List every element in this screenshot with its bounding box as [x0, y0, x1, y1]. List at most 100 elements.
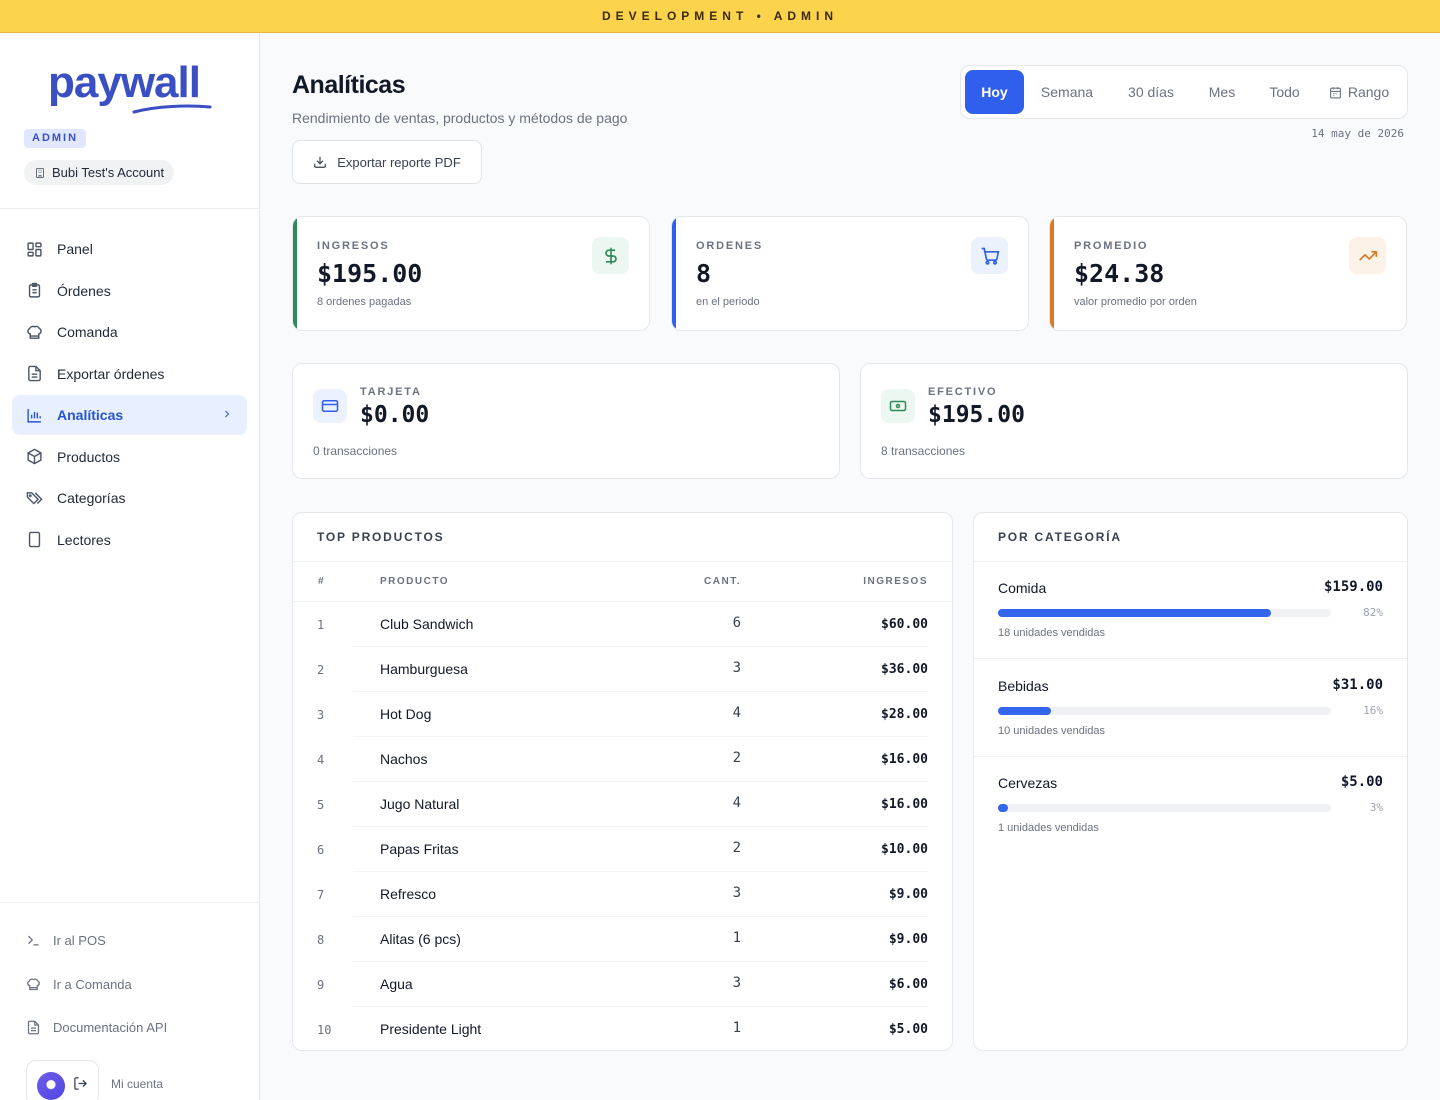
- tab-30-dias[interactable]: 30 días: [1110, 70, 1192, 114]
- product-name: Papas Fritas: [380, 841, 459, 857]
- category-item: Bebidas $31.00 16% 10 unidades vendidas: [974, 660, 1407, 757]
- tab-label: Mes: [1208, 84, 1236, 100]
- kpi-value: 8: [696, 259, 712, 288]
- product-revenue: $5.00: [888, 1022, 928, 1037]
- product-rank: 10: [317, 1023, 332, 1037]
- row-divider: [353, 871, 928, 872]
- sidebar-item-label: Lectores: [57, 531, 111, 548]
- table-row: 8 Alitas (6 pcs) 1 $9.00: [293, 917, 952, 962]
- sidebar-item-categorias[interactable]: Categorías: [12, 478, 247, 518]
- kpi-accent-stripe: [1050, 217, 1054, 330]
- product-rank: 4: [317, 753, 325, 767]
- download-icon: [314, 156, 327, 168]
- banknote-icon: [881, 389, 915, 423]
- page-subtitle: Rendimiento de ventas, productos y métod…: [292, 110, 628, 126]
- table-row: 7 Refresco 3 $9.00: [293, 872, 952, 917]
- product-qty: 1: [732, 930, 741, 946]
- panel-divider: [974, 561, 1407, 562]
- kpi-label: PROMEDIO: [1074, 240, 1149, 252]
- tab-label: Todo: [1269, 84, 1300, 100]
- sidebar-item-productos[interactable]: Productos: [12, 437, 247, 477]
- sidebar-divider: [0, 902, 259, 903]
- link-label: Documentación API: [53, 1020, 168, 1036]
- row-divider: [974, 755, 1407, 757]
- product-name: Alitas (6 pcs): [380, 931, 461, 947]
- category-item: Comida $159.00 82% 18 unidades vendidas: [974, 562, 1407, 659]
- sidebar-item-label: Panel: [57, 241, 93, 257]
- account-switcher[interactable]: Bubi Test's Account: [24, 160, 175, 185]
- account-label: Mi cuenta: [111, 1077, 164, 1091]
- table-row: 2 Hamburguesa 3 $36.00: [293, 647, 952, 692]
- product-rank: 9: [317, 978, 325, 992]
- panel-divider: [293, 561, 952, 562]
- tab-todo[interactable]: Todo: [1252, 70, 1317, 114]
- brand-logo[interactable]: paywall: [48, 58, 214, 114]
- sidebar-nav: Panel Órdenes Comanda Exportar órdenes A…: [12, 229, 247, 561]
- account-name: Bubi Test's Account: [52, 165, 165, 180]
- link-ir-a-comanda[interactable]: Ir a Comanda: [24, 963, 244, 1007]
- row-divider: [353, 961, 928, 962]
- product-name: Agua: [380, 976, 413, 992]
- product-name: Jugo Natural: [380, 796, 460, 812]
- product-revenue: $16.00: [881, 752, 928, 767]
- product-rank: 1: [317, 618, 325, 632]
- table-row: 6 Papas Fritas 2 $10.00: [293, 827, 952, 872]
- category-progress-bar: [998, 609, 1331, 617]
- tab-hoy[interactable]: Hoy: [965, 70, 1024, 114]
- product-name: Hamburguesa: [380, 661, 468, 677]
- payment-count: 8 transacciones: [881, 444, 966, 458]
- row-divider: [353, 826, 928, 827]
- kpi-label: ORDENES: [696, 240, 763, 252]
- row-divider: [974, 658, 1407, 659]
- chef-hat-icon: [27, 325, 42, 339]
- product-name: Presidente Light: [380, 1021, 482, 1037]
- kpi-card-promedio: PROMEDIO $24.38 valor promedio por orden: [1049, 216, 1407, 331]
- table-row: 4 Nachos 2 $16.00: [293, 737, 952, 782]
- link-label: Ir al POS: [53, 933, 106, 949]
- chef-hat-icon: [27, 978, 40, 990]
- logout-icon[interactable]: [73, 1076, 88, 1091]
- panel-title: POR CATEGORÍA: [998, 530, 1122, 544]
- payment-card-efectivo: EFECTIVO $195.00 8 transacciones: [860, 363, 1408, 479]
- sidebar-item-ordenes[interactable]: Órdenes: [12, 271, 247, 311]
- product-qty: 4: [732, 795, 741, 811]
- tab-label: Rango: [1347, 84, 1390, 100]
- category-units: 18 unidades vendidas: [998, 627, 1106, 639]
- link-ir-al-pos[interactable]: Ir al POS: [24, 919, 244, 963]
- table-header: # PRODUCTO CANT. INGRESOS: [293, 562, 952, 602]
- payment-value: $0.00: [360, 402, 430, 428]
- kpi-subtext: en el periodo: [696, 296, 760, 308]
- row-divider: [353, 736, 928, 737]
- product-rank: 7: [317, 888, 325, 902]
- export-pdf-button[interactable]: Exportar reporte PDF: [292, 140, 482, 184]
- brand-name: paywall: [48, 58, 201, 107]
- link-documentacion-api[interactable]: Documentación API: [24, 1006, 244, 1050]
- current-date: 14 may de 2026: [1311, 127, 1404, 140]
- tab-semana[interactable]: Semana: [1024, 70, 1110, 114]
- tab-rango[interactable]: Rango: [1317, 70, 1401, 114]
- payment-label: TARJETA: [360, 386, 422, 398]
- product-qty: 4: [732, 705, 741, 721]
- product-rank: 3: [317, 708, 325, 722]
- product-qty: 3: [732, 975, 741, 991]
- kpi-card-ordenes: ORDENES 8 en el periodo: [671, 216, 1029, 331]
- bar-chart-icon: [27, 408, 41, 423]
- sidebar-item-label: Órdenes: [57, 282, 111, 299]
- table-row: 3 Hot Dog 4 $28.00: [293, 692, 952, 737]
- sidebar-item-exportar-ordenes[interactable]: Exportar órdenes: [12, 354, 247, 394]
- sidebar-item-comanda[interactable]: Comanda: [12, 312, 247, 352]
- table-row: 1 Club Sandwich 6 $60.00: [293, 602, 952, 647]
- category-progress-bar: [998, 706, 1331, 715]
- category-amount: $5.00: [1340, 774, 1383, 790]
- category-progress-fill: [998, 609, 1272, 617]
- sidebar-item-analiticas[interactable]: Analíticas: [12, 395, 247, 435]
- table-row: 5 Jugo Natural 4 $16.00: [293, 782, 952, 827]
- sidebar-item-lectores[interactable]: Lectores: [12, 520, 247, 560]
- tab-mes[interactable]: Mes: [1192, 70, 1252, 114]
- category-amount: $31.00: [1332, 676, 1383, 693]
- sidebar: paywall ADMIN Bubi Test's Account Panel …: [0, 33, 260, 1100]
- sidebar-item-panel[interactable]: Panel: [12, 229, 247, 269]
- account-button[interactable]: [26, 1060, 99, 1100]
- category-units: 10 unidades vendidas: [998, 724, 1106, 737]
- dollar-icon: [592, 237, 629, 274]
